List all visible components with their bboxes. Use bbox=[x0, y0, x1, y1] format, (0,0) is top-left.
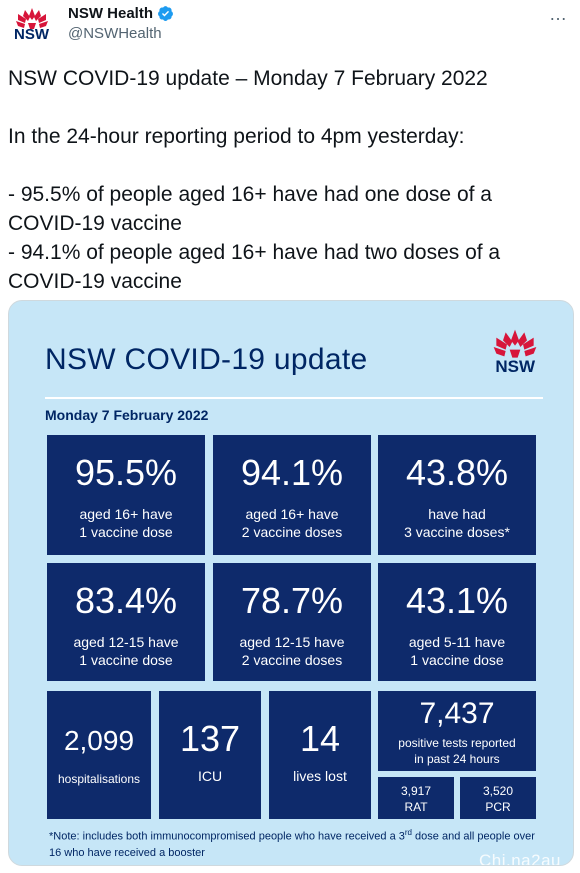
tile-hospitalisations: 2,099 hospitalisations bbox=[47, 691, 151, 819]
tile-12-15-two-doses: 78.7% aged 12-15 have 2 vaccine doses bbox=[213, 563, 371, 681]
tweet-text: NSW COVID-19 update – Monday 7 February … bbox=[8, 67, 501, 293]
tile-value: 43.8% bbox=[405, 452, 509, 493]
nsw-logo[interactable] bbox=[12, 6, 54, 46]
infographic-card[interactable]: NSW COVID-19 update NSW Monday 7 Februar… bbox=[8, 300, 574, 866]
tile-label: RAT bbox=[404, 800, 428, 814]
tile-icu: 137 ICU bbox=[159, 691, 261, 819]
tile-label: 1 vaccine dose bbox=[79, 524, 173, 540]
nsw-logo-text: NSW bbox=[14, 26, 49, 43]
tile-5-11-one-dose: 43.1% aged 5-11 have 1 vaccine dose bbox=[378, 563, 536, 681]
footnote-part2: dose and all people over 16 who have rec… bbox=[49, 830, 535, 859]
tile-label: aged 5-11 have bbox=[408, 634, 506, 650]
tile-label: PCR bbox=[485, 800, 511, 814]
tile-label: have had bbox=[428, 506, 486, 522]
tile-label: aged 16+ have bbox=[245, 506, 339, 522]
tile-label: lives lost bbox=[293, 768, 347, 784]
tile-label: 2 vaccine doses bbox=[241, 652, 343, 668]
tile-16-two-doses: 94.1% aged 16+ have 2 vaccine doses bbox=[213, 435, 371, 555]
tile-label: 1 vaccine dose bbox=[410, 652, 504, 668]
tile-label: aged 16+ have bbox=[79, 506, 173, 522]
more-options-icon[interactable]: … bbox=[549, 4, 568, 24]
tile-value: 137 bbox=[179, 718, 241, 759]
waratah-icon bbox=[493, 329, 537, 358]
tile-label: 2 vaccine doses bbox=[241, 524, 343, 540]
footnote: *Note: includes both immunocompromised p… bbox=[49, 825, 549, 861]
tile-label: positive tests reported bbox=[398, 736, 516, 750]
tile-label: 1 vaccine dose bbox=[79, 652, 173, 668]
display-name[interactable]: NSW Health bbox=[68, 5, 154, 22]
tile-16-one-dose: 95.5% aged 16+ have 1 vaccine dose bbox=[47, 435, 205, 555]
tile-value: 95.5% bbox=[74, 452, 178, 493]
tile-three-doses: 43.8% have had 3 vaccine doses* bbox=[378, 435, 536, 555]
author-name-row[interactable]: NSW Health bbox=[68, 5, 174, 22]
tile-value: 83.4% bbox=[74, 580, 178, 621]
tile-label: ICU bbox=[197, 768, 223, 784]
card-nsw-logo bbox=[487, 327, 543, 379]
title-divider bbox=[45, 397, 543, 399]
tile-label: aged 12-15 have bbox=[73, 634, 179, 650]
waratah-icon bbox=[16, 8, 48, 29]
tile-label: in past 24 hours bbox=[414, 752, 500, 766]
tile-label: hospitalisations bbox=[57, 772, 141, 786]
tile-value: 2,099 bbox=[63, 725, 135, 756]
tile-12-15-one-dose: 83.4% aged 12-15 have 1 vaccine dose bbox=[47, 563, 205, 681]
tile-label: aged 12-15 have bbox=[239, 634, 345, 650]
tile-label: 3 vaccine doses* bbox=[404, 524, 510, 540]
tile-value: 43.1% bbox=[405, 580, 509, 621]
tile-lives-lost: 14 lives lost bbox=[269, 691, 371, 819]
tweet-header: NSW NSW Health @NSWHealth … bbox=[10, 4, 570, 44]
footnote-part1: *Note: includes both immunocompromised p… bbox=[49, 830, 405, 843]
tile-pcr: 3,520 PCR bbox=[460, 777, 536, 819]
tile-value: 78.7% bbox=[240, 580, 344, 621]
tile-value: 7,437 bbox=[419, 697, 495, 730]
tile-value: 94.1% bbox=[240, 452, 344, 493]
handle[interactable]: @NSWHealth bbox=[68, 25, 162, 42]
tile-positive-tests: 7,437 positive tests reported in past 24… bbox=[378, 691, 536, 771]
tile-value: 3,917 bbox=[400, 784, 432, 798]
infographic-date: Monday 7 February 2022 bbox=[45, 407, 209, 423]
tile-value: 3,520 bbox=[482, 784, 514, 798]
card-nsw-logo-text: NSW bbox=[495, 357, 535, 376]
verified-badge-icon bbox=[158, 6, 173, 21]
tile-value: 14 bbox=[299, 718, 341, 759]
watermark: Chi.na2au bbox=[479, 851, 562, 866]
tile-rat: 3,917 RAT bbox=[378, 777, 454, 819]
infographic-title: NSW COVID-19 update bbox=[45, 343, 368, 376]
footnote-sup: rd bbox=[404, 828, 412, 837]
